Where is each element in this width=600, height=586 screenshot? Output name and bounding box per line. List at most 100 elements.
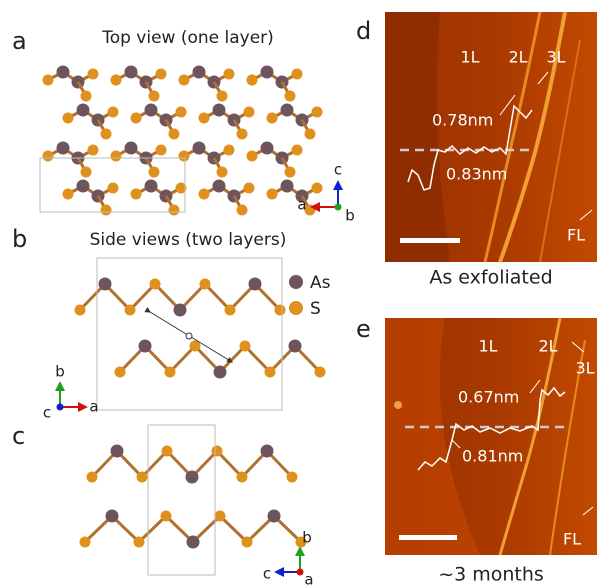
- height-profile: [417, 386, 566, 471]
- region-label: 2L: [508, 48, 527, 67]
- panel-label: a: [12, 27, 27, 55]
- atom: [288, 339, 302, 353]
- atom: [133, 536, 145, 548]
- afm-particle: [394, 401, 402, 409]
- atom: [110, 150, 122, 162]
- atom: [56, 141, 70, 155]
- atom: [148, 90, 160, 102]
- atom: [110, 74, 122, 86]
- atom: [62, 112, 74, 124]
- atom: [149, 278, 161, 290]
- atom: [186, 535, 200, 549]
- axis-dot: [334, 203, 342, 211]
- atom: [130, 188, 142, 200]
- atom: [284, 90, 296, 102]
- axis-label: b: [345, 207, 355, 225]
- atom: [98, 277, 112, 291]
- atom: [223, 144, 235, 156]
- atom: [105, 509, 119, 523]
- atom: [144, 179, 158, 193]
- axis-label: b: [55, 363, 65, 381]
- panel-label: b: [12, 225, 27, 253]
- atom: [246, 74, 258, 86]
- axis-label: c: [43, 404, 51, 422]
- unit-cell: [147, 424, 216, 576]
- axis-label: a: [89, 398, 98, 416]
- atom: [280, 103, 294, 117]
- atom: [223, 68, 235, 80]
- height-profile: [407, 104, 533, 191]
- atom: [236, 204, 248, 216]
- atom: [260, 444, 274, 458]
- atom: [155, 144, 167, 156]
- atom: [148, 166, 160, 178]
- atom: [224, 304, 236, 316]
- atom: [164, 366, 176, 378]
- atom: [239, 340, 251, 352]
- axis-dot: [296, 568, 304, 576]
- atom: [213, 365, 227, 379]
- region-label: 1L: [460, 48, 479, 67]
- atom: [267, 509, 281, 523]
- atom: [114, 366, 126, 378]
- atom: [175, 106, 187, 118]
- atom: [211, 445, 223, 457]
- atom: [80, 90, 92, 102]
- atom: [178, 74, 190, 86]
- pointer: [582, 506, 594, 516]
- atom: [280, 179, 294, 193]
- pointer: [529, 379, 541, 394]
- atom: [42, 74, 54, 86]
- atom: [138, 339, 152, 353]
- legend-marker: [289, 301, 303, 315]
- bond: [203, 282, 232, 312]
- axis-label: b: [302, 529, 312, 547]
- atom: [274, 304, 286, 316]
- atom: [76, 103, 90, 117]
- atom: [311, 106, 323, 118]
- step-height: 0.67nm: [458, 388, 519, 407]
- bond: [137, 514, 168, 544]
- afm-edge: [549, 339, 586, 556]
- axis-dot: [56, 403, 64, 411]
- atom: [246, 150, 258, 162]
- bond: [243, 344, 272, 374]
- panel-label: d: [356, 17, 371, 45]
- inversion-center: [185, 332, 193, 340]
- atom: [110, 444, 124, 458]
- atom: [192, 65, 206, 79]
- region-label: 2L: [538, 337, 557, 356]
- region-label: FL: [563, 530, 581, 549]
- region-label: 3L: [575, 359, 594, 378]
- legend-label: As: [310, 273, 331, 293]
- atom: [100, 204, 112, 216]
- atom: [216, 166, 228, 178]
- atom: [264, 366, 276, 378]
- pointer: [579, 209, 593, 221]
- legend-label: S: [310, 299, 321, 319]
- atom: [124, 304, 136, 316]
- atom: [199, 278, 211, 290]
- atom: [74, 304, 86, 316]
- unit-cell: [39, 157, 186, 213]
- atom: [243, 182, 255, 194]
- afm-region: [385, 12, 450, 262]
- atom: [311, 182, 323, 194]
- atom: [291, 68, 303, 80]
- atom: [175, 182, 187, 194]
- region-label: FL: [567, 226, 585, 245]
- atom: [236, 128, 248, 140]
- atom: [124, 65, 138, 79]
- atom: [87, 144, 99, 156]
- panel-label: e: [356, 315, 371, 343]
- step-height: 0.81nm: [462, 447, 523, 466]
- axis-label: c: [263, 565, 271, 583]
- atom: [185, 470, 199, 484]
- atom: [124, 141, 138, 155]
- unit-cell: [96, 257, 283, 411]
- atom: [241, 536, 253, 548]
- atom: [212, 103, 226, 117]
- atom: [212, 179, 226, 193]
- atom: [100, 128, 112, 140]
